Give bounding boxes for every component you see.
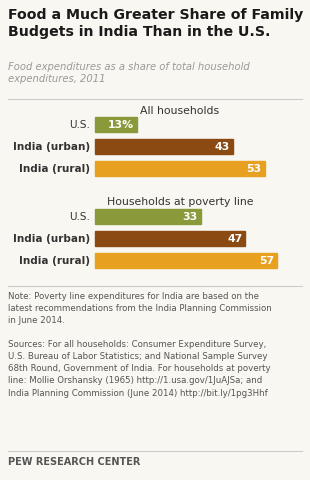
- Text: Sources: For all households: Consumer Expenditure Survey,
U.S. Bureau of Labor S: Sources: For all households: Consumer Ex…: [8, 339, 271, 397]
- Text: Food expenditures as a share of total household
expenditures, 2011: Food expenditures as a share of total ho…: [8, 62, 250, 84]
- Text: 47: 47: [227, 233, 242, 243]
- Text: PEW RESEARCH CENTER: PEW RESEARCH CENTER: [8, 456, 140, 466]
- Text: 13%: 13%: [108, 120, 134, 130]
- Bar: [95, 209, 201, 224]
- Text: U.S.: U.S.: [69, 212, 90, 222]
- Text: 57: 57: [259, 255, 274, 265]
- Text: All households: All households: [140, 106, 219, 116]
- Text: India (rural): India (rural): [19, 164, 90, 174]
- Text: India (urban): India (urban): [13, 142, 90, 152]
- Bar: [95, 161, 265, 176]
- Text: Food a Much Greater Share of Family
Budgets in India Than in the U.S.: Food a Much Greater Share of Family Budg…: [8, 8, 303, 39]
- Text: 53: 53: [246, 164, 262, 174]
- Text: 33: 33: [182, 212, 197, 222]
- Bar: [95, 139, 232, 154]
- Text: Note: Poverty line expenditures for India are based on the
latest recommendation: Note: Poverty line expenditures for Indi…: [8, 291, 272, 324]
- Text: India (rural): India (rural): [19, 255, 90, 265]
- Text: 43: 43: [214, 142, 230, 152]
- Bar: [95, 253, 277, 268]
- Bar: [95, 231, 246, 246]
- Text: Households at poverty line: Households at poverty line: [107, 197, 253, 206]
- Text: U.S.: U.S.: [69, 120, 90, 130]
- Text: India (urban): India (urban): [13, 233, 90, 243]
- Bar: [95, 117, 137, 132]
